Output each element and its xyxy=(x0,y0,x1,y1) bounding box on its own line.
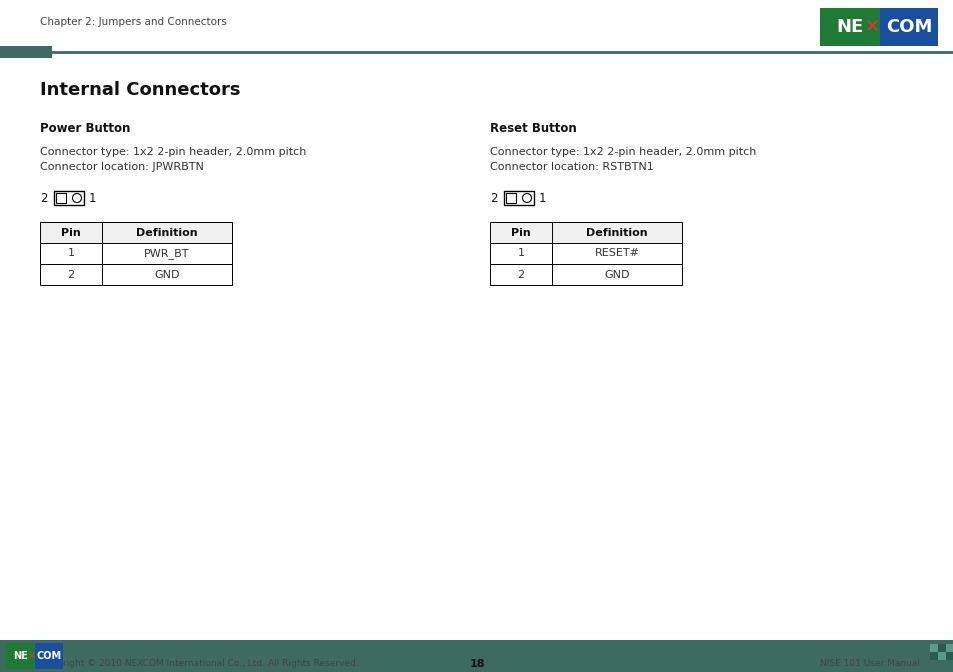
Bar xyxy=(820,8,937,46)
Text: 1: 1 xyxy=(68,249,74,259)
Text: Copyright © 2010 NEXCOM International Co., Ltd. All Rights Reserved.: Copyright © 2010 NEXCOM International Co… xyxy=(40,659,358,669)
Bar xyxy=(929,644,937,652)
Text: Connector type: 1x2 2-pin header, 2.0mm pitch: Connector type: 1x2 2-pin header, 2.0mm … xyxy=(490,147,756,157)
Text: 2: 2 xyxy=(68,269,74,280)
Bar xyxy=(503,191,534,205)
Bar xyxy=(937,644,945,652)
Bar xyxy=(945,644,953,652)
Text: 18: 18 xyxy=(469,659,484,669)
Text: Pin: Pin xyxy=(511,228,530,237)
Bar xyxy=(490,243,681,264)
Bar xyxy=(945,652,953,660)
Bar xyxy=(505,193,516,203)
Text: 1: 1 xyxy=(517,249,524,259)
Text: COM: COM xyxy=(885,18,931,36)
Text: Connector type: 1x2 2-pin header, 2.0mm pitch: Connector type: 1x2 2-pin header, 2.0mm … xyxy=(40,147,306,157)
Bar xyxy=(56,193,66,203)
Text: Reset Button: Reset Button xyxy=(490,122,577,134)
Text: Definition: Definition xyxy=(136,228,197,237)
Text: GND: GND xyxy=(603,269,629,280)
Text: NE: NE xyxy=(836,18,862,36)
Bar xyxy=(879,8,937,46)
Text: ✕: ✕ xyxy=(863,18,879,36)
Bar xyxy=(490,264,681,285)
Bar xyxy=(40,222,232,243)
Text: 1: 1 xyxy=(89,192,96,204)
Text: Internal Connectors: Internal Connectors xyxy=(40,81,240,99)
Bar xyxy=(35,643,63,669)
Bar xyxy=(5,643,63,669)
Bar xyxy=(0,640,953,672)
Text: GND: GND xyxy=(154,269,179,280)
Text: Definition: Definition xyxy=(585,228,647,237)
Text: Power Button: Power Button xyxy=(40,122,131,134)
Bar xyxy=(40,264,232,285)
Text: 1: 1 xyxy=(538,192,546,204)
Text: NISE 101 User Manual: NISE 101 User Manual xyxy=(820,659,919,669)
Circle shape xyxy=(72,194,81,202)
Text: PWR_BT: PWR_BT xyxy=(144,248,190,259)
Bar xyxy=(937,652,945,660)
Text: ✕: ✕ xyxy=(28,651,36,661)
Bar xyxy=(40,243,232,264)
Bar xyxy=(0,46,52,58)
Text: NE: NE xyxy=(13,651,29,661)
Circle shape xyxy=(522,194,531,202)
Text: RESET#: RESET# xyxy=(594,249,639,259)
Text: Pin: Pin xyxy=(61,228,81,237)
Bar xyxy=(54,191,84,205)
Text: 2: 2 xyxy=(517,269,524,280)
Text: COM: COM xyxy=(36,651,62,661)
Text: 2: 2 xyxy=(490,192,497,204)
Text: Connector location: RSTBTN1: Connector location: RSTBTN1 xyxy=(490,162,653,172)
Bar xyxy=(929,652,937,660)
Text: 2: 2 xyxy=(40,192,48,204)
Text: Connector location: JPWRBTN: Connector location: JPWRBTN xyxy=(40,162,204,172)
Text: Chapter 2: Jumpers and Connectors: Chapter 2: Jumpers and Connectors xyxy=(40,17,227,27)
Bar xyxy=(490,222,681,243)
